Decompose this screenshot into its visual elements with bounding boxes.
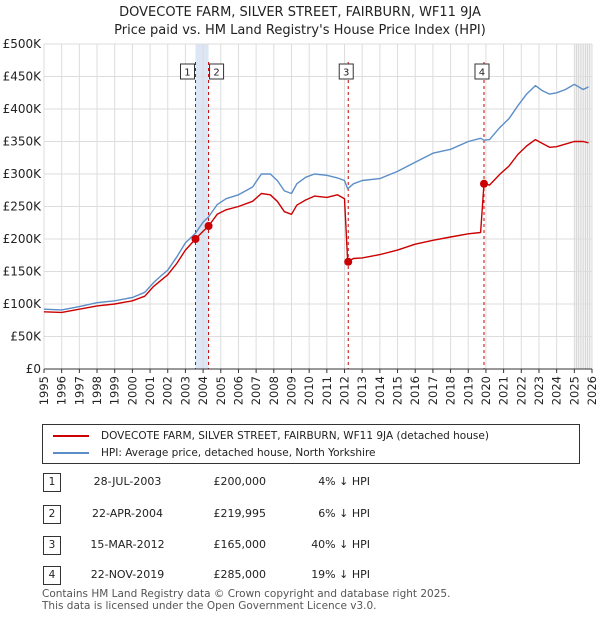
- sale-points: [191, 179, 488, 266]
- x-tick-label: 2013: [355, 376, 369, 405]
- x-tick-label: 2002: [161, 376, 175, 405]
- y-tick-label: £500K: [3, 37, 43, 51]
- x-tick-label: 2010: [302, 376, 316, 405]
- sale-date: 15-MAR-2012: [90, 538, 165, 551]
- x-tick-label: 2021: [497, 376, 511, 405]
- footer-attribution: Contains HM Land Registry data © Crown c…: [42, 588, 451, 612]
- y-tick-label: £0: [26, 362, 41, 376]
- chart-title: DOVECOTE FARM, SILVER STREET, FAIRBURN, …: [119, 5, 481, 20]
- sale-label-number: 3: [343, 68, 349, 79]
- sale-point: [344, 257, 353, 266]
- x-tick-label: 1999: [108, 376, 122, 405]
- y-tick-label: £100K: [3, 297, 43, 311]
- legend-label-hpi: HPI: Average price, detached house, Nort…: [101, 447, 376, 459]
- sale-row: 1 28-JUL-2003 £200,000 4% ↓ HPI: [0, 472, 600, 492]
- sale-label-number: 4: [479, 68, 485, 79]
- sale-label-box: [474, 63, 490, 80]
- x-tick-label: 1998: [90, 376, 104, 405]
- sale-labels: 1 2 3 4: [179, 63, 490, 80]
- x-tick-label: 2015: [391, 376, 405, 405]
- sale-price: £165,000: [213, 538, 267, 551]
- sale-hpi-diff: 4% ↓ HPI: [318, 475, 370, 488]
- price-chart: 1 2 3 4 £0 £50K £100K £150K £200K £250K £300K £350…: [3, 37, 599, 405]
- y-tick-label: £300K: [3, 167, 43, 181]
- y-tick-label: £50K: [10, 330, 42, 344]
- x-tick-label: 2003: [178, 376, 192, 405]
- sale-hpi-diff: 6% ↓ HPI: [318, 507, 370, 520]
- sale-date: 22-NOV-2019: [90, 568, 165, 581]
- sale-label-number: 1: [184, 68, 190, 79]
- y-tick-label: £250K: [3, 200, 43, 214]
- sale-number: 3: [43, 536, 61, 555]
- sale-number: 1: [43, 473, 61, 492]
- sale-number: 2: [43, 505, 61, 524]
- x-tick-label: 2022: [514, 376, 528, 405]
- sale-date: 28-JUL-2003: [93, 475, 162, 488]
- hpi-line: [43, 83, 589, 311]
- sale-label: 4: [474, 63, 490, 80]
- y-tick-label: £400K: [3, 102, 43, 116]
- x-tick-label: 2023: [532, 376, 546, 405]
- x-tick-label: 2000: [125, 376, 139, 405]
- legend-swatch-hpi: [53, 452, 89, 454]
- sale-date: 22-APR-2004: [91, 507, 164, 520]
- sale-number: 4: [43, 566, 61, 585]
- x-tick-label: 2020: [479, 376, 493, 405]
- x-tick-label: 2024: [550, 376, 564, 405]
- x-tick-label: 2011: [320, 376, 334, 405]
- sale-label: 2: [209, 63, 225, 80]
- sale-label-box: [338, 63, 354, 80]
- sale-point: [479, 179, 488, 188]
- sale-label-box: [179, 63, 195, 80]
- x-tick-label: 2008: [267, 376, 281, 405]
- legend-swatch-property: [53, 435, 89, 437]
- sale-label: 1: [179, 63, 195, 80]
- sale-price: £285,000: [213, 568, 267, 581]
- x-tick-label: 2009: [284, 376, 298, 405]
- x-tick-label: 1996: [55, 376, 69, 405]
- x-tick-label: 2016: [408, 376, 422, 405]
- footer-line-1: Contains HM Land Registry data © Crown c…: [42, 588, 451, 600]
- x-tick-label: 2005: [214, 376, 228, 405]
- y-tick-label: £150K: [3, 265, 43, 279]
- sale-row: 4 22-NOV-2019 £285,000 19% ↓ HPI: [0, 565, 600, 585]
- sale-hpi-diff: 40% ↓ HPI: [311, 538, 370, 551]
- x-tick-label: 2019: [461, 376, 475, 405]
- x-tick-label: 1995: [37, 376, 51, 405]
- sale-row: 3 15-MAR-2012 £165,000 40% ↓ HPI: [0, 535, 600, 555]
- x-tick-label: 2017: [426, 376, 440, 405]
- sale-label-number: 2: [213, 68, 219, 79]
- sale-point: [204, 222, 213, 231]
- sale-row: 2 22-APR-2004 £219,995 6% ↓ HPI: [0, 504, 600, 524]
- x-tick-label: 2001: [143, 376, 157, 405]
- x-tick-label: 2026: [585, 376, 599, 405]
- series-layer: [43, 83, 589, 314]
- legend-label-property: DOVECOTE FARM, SILVER STREET, FAIRBURN, …: [101, 430, 489, 442]
- chart-subtitle: Price paid vs. HM Land Registry's House …: [114, 23, 486, 38]
- sale-price: £200,000: [213, 475, 267, 488]
- legend: DOVECOTE FARM, SILVER STREET, FAIRBURN, …: [42, 424, 580, 464]
- x-tick-label: 2006: [231, 376, 245, 405]
- x-tick-label: 2007: [249, 376, 263, 405]
- y-tick-label: £350K: [3, 135, 43, 149]
- footer-line-2: This data is licensed under the Open Gov…: [42, 599, 377, 612]
- x-tick-label: 1997: [72, 376, 86, 405]
- sale-price: £219,995: [213, 507, 267, 520]
- x-tick-label: 2025: [567, 376, 581, 405]
- sale-hpi-diff: 19% ↓ HPI: [311, 568, 370, 581]
- y-tick-label: £200K: [3, 232, 43, 246]
- x-tick-label: 2004: [196, 376, 210, 405]
- axis-layer: £0 £50K £100K £150K £200K £250K £300K £350K £400…: [3, 37, 599, 405]
- y-tick-label: £450K: [3, 70, 43, 84]
- property-price-line: [43, 138, 589, 314]
- sale-point: [191, 235, 200, 243]
- x-tick-label: 2018: [444, 376, 458, 405]
- x-tick-label: 2014: [373, 376, 387, 405]
- sale-label: 3: [338, 63, 354, 80]
- chart-title-block: DOVECOTE FARM, SILVER STREET, FAIRBURN, …: [0, 4, 600, 40]
- grid-layer: [43, 43, 593, 370]
- x-tick-label: 2012: [338, 376, 352, 405]
- sale-label-box: [209, 63, 225, 80]
